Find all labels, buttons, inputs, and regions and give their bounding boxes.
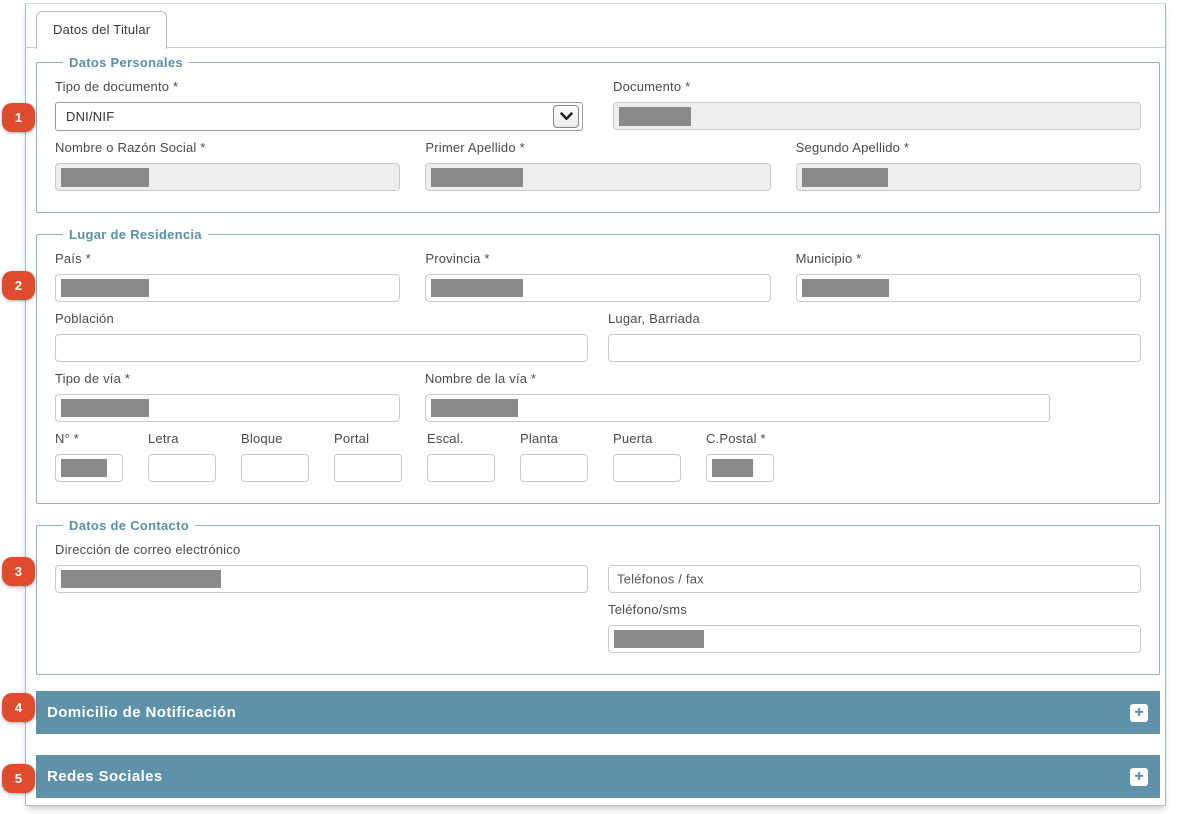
fieldset-legend-lugar-de-residencia: Lugar de Residencia <box>69 227 202 242</box>
redaction-block <box>619 107 691 126</box>
segundo-apellido-input[interactable] <box>795 163 1141 191</box>
telefono-sms-input[interactable] <box>608 625 1141 653</box>
nombre-via-label: Nombre de la vía * <box>425 371 537 386</box>
bloque-input[interactable] <box>241 454 309 482</box>
email-input[interactable] <box>55 565 588 593</box>
escalera-input[interactable] <box>427 454 495 482</box>
fieldset-datos-personales: Datos Personales Tipo de documento * DNI… <box>36 55 1160 213</box>
puerta-input[interactable] <box>613 454 681 482</box>
annotation-badge-5: 5 <box>2 764 35 793</box>
pais-label: País * <box>55 251 91 266</box>
tipo-documento-select[interactable]: DNI/NIF <box>55 102 583 131</box>
annotation-badge-3: 3 <box>2 557 35 586</box>
redaction-block <box>61 399 149 417</box>
municipio-label: Municipio * <box>795 251 862 266</box>
cpostal-input[interactable] <box>706 454 774 482</box>
redaction-block <box>614 630 704 648</box>
bloque-label: Bloque <box>241 431 283 446</box>
fieldset-legend-datos-de-contacto: Datos de Contacto <box>69 518 189 533</box>
nombre-label: Nombre o Razón Social * <box>55 140 206 155</box>
tab-bar: Datos del Titular <box>26 4 1165 49</box>
primer-apellido-input[interactable] <box>425 163 771 191</box>
puerta-label: Puerta <box>613 431 653 446</box>
documento-label: Documento * <box>613 79 691 94</box>
lugar-barriada-input[interactable] <box>608 334 1141 362</box>
chevron-down-icon[interactable] <box>553 105 579 128</box>
letra-label: Letra <box>148 431 179 446</box>
email-label: Dirección de correo electrónico <box>55 542 241 557</box>
letra-input[interactable] <box>148 454 216 482</box>
fieldset-datos-de-contacto: Datos de Contacto Dirección de correo el… <box>36 518 1160 675</box>
portal-input[interactable] <box>334 454 402 482</box>
form-panel: Datos del Titular Datos Personales Tipo … <box>25 3 1166 806</box>
tipo-via-label: Tipo de vía * <box>55 371 131 386</box>
redaction-block <box>801 279 889 297</box>
plus-expand-icon[interactable]: + <box>1130 767 1148 786</box>
pais-input[interactable] <box>55 274 401 302</box>
plus-expand-icon[interactable]: + <box>1130 703 1148 722</box>
section-bar-title: Redes Sociales <box>47 768 163 785</box>
numero-input[interactable] <box>55 454 123 482</box>
tipo-documento-selected-value: DNI/NIF <box>66 109 115 124</box>
primer-apellido-label: Primer Apellido * <box>425 140 525 155</box>
redaction-block <box>801 168 888 187</box>
telefonos-fax-input[interactable]: Teléfonos / fax <box>608 565 1141 593</box>
redaction-block <box>61 570 221 588</box>
planta-input[interactable] <box>520 454 588 482</box>
poblacion-label: Población <box>55 311 114 326</box>
redaction-block <box>431 168 524 187</box>
redaction-block <box>431 279 524 297</box>
portal-label: Portal <box>334 431 370 446</box>
lugar-barriada-label: Lugar, Barriada <box>608 311 700 326</box>
telefonos-fax-placeholder: Teléfonos / fax <box>617 571 704 587</box>
provincia-label: Provincia * <box>425 251 490 266</box>
redaction-block <box>712 459 753 477</box>
tipo-via-input[interactable] <box>55 394 400 422</box>
redaction-block <box>61 279 149 297</box>
section-bar-title: Domicilio de Notificación <box>47 704 237 721</box>
redaction-block <box>431 399 518 417</box>
tab-divider <box>26 47 1165 48</box>
annotation-badge-4: 4 <box>2 693 35 722</box>
municipio-input[interactable] <box>795 274 1141 302</box>
redaction-block <box>61 168 149 187</box>
fieldset-legend-datos-personales: Datos Personales <box>69 55 183 70</box>
tab-label: Datos del Titular <box>53 22 151 37</box>
segundo-apellido-label: Segundo Apellido * <box>795 140 910 155</box>
annotation-badge-2: 2 <box>2 271 35 300</box>
poblacion-input[interactable] <box>55 334 588 362</box>
cpostal-label: C.Postal * <box>706 431 766 446</box>
section-bar-domicilio-de-notificacion[interactable]: Domicilio de Notificación + <box>36 691 1160 734</box>
tab-datos-del-titular[interactable]: Datos del Titular <box>36 11 168 49</box>
documento-input[interactable] <box>613 102 1141 130</box>
provincia-input[interactable] <box>425 274 771 302</box>
planta-label: Planta <box>520 431 559 446</box>
nombre-input[interactable] <box>55 163 401 191</box>
section-bar-redes-sociales[interactable]: Redes Sociales + <box>36 755 1160 798</box>
fieldset-lugar-de-residencia: Lugar de Residencia País * Provincia * M… <box>36 227 1160 504</box>
redaction-block <box>61 459 107 477</box>
annotation-badge-1: 1 <box>2 103 35 132</box>
tipo-documento-label: Tipo de documento * <box>55 79 179 94</box>
escalera-label: Escal. <box>427 431 464 446</box>
telefono-sms-label: Teléfono/sms <box>608 602 687 617</box>
numero-label: N° * <box>55 431 80 446</box>
nombre-via-input[interactable] <box>425 394 1050 422</box>
